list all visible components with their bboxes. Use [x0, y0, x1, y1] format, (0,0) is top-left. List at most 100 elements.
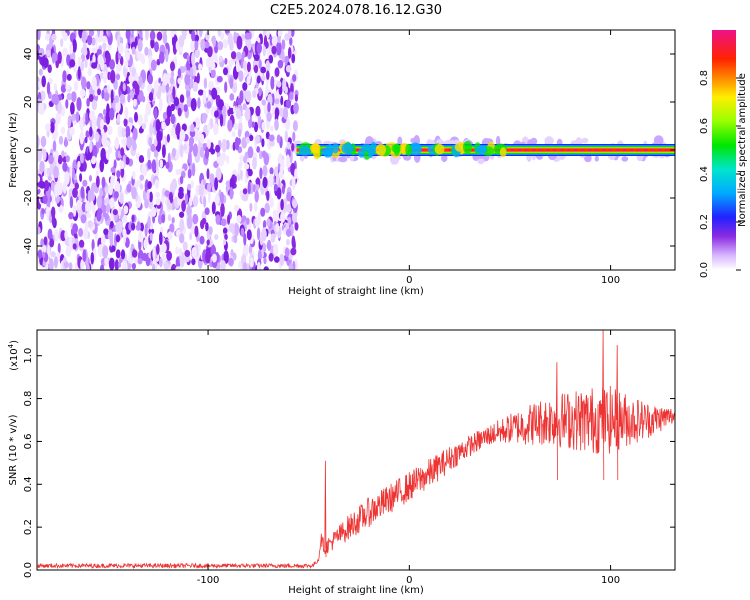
spectrogram-noise-cell	[217, 30, 222, 37]
spectrogram-noise-cell	[144, 46, 149, 56]
spectrogram-noise-cell	[175, 126, 179, 136]
spectrogram-noise-cell	[150, 206, 157, 217]
spectrogram-noise-cell	[102, 245, 109, 259]
spectrogram-noise-cell	[188, 196, 193, 207]
spectrogram-noise-cell	[132, 98, 137, 107]
spectrogram-noise-cell	[161, 243, 167, 253]
spectrogram-noise-cell	[183, 104, 188, 113]
spectrogram-noise-cell	[62, 70, 67, 83]
spectrogram-noise-cell	[189, 67, 194, 78]
spectrogram-noise-cell	[121, 138, 126, 145]
spectrogram-noise-cell	[179, 211, 185, 218]
spectrogram-noise-cell	[107, 229, 114, 241]
spectrogram-noise-cell	[171, 217, 175, 224]
x-tick-label: -100	[197, 575, 220, 586]
spectrogram-noise-cell	[220, 152, 227, 162]
spectrogram-noise-cell	[101, 176, 106, 188]
spectrogram-noise-cell	[225, 103, 230, 110]
signal-band-peak	[636, 149, 641, 151]
y-tick-label: -40	[23, 238, 34, 254]
spectrogram-noise-cell	[97, 244, 104, 258]
spectrogram-noise-cell	[155, 119, 161, 133]
spectrogram-noise-cell	[263, 266, 269, 270]
spectrogram-noise-cell	[131, 186, 137, 200]
spectrogram-noise-cell	[82, 249, 87, 262]
spectrogram-noise-cell	[120, 147, 125, 157]
spectrogram-noise-cell	[167, 231, 173, 240]
spectrogram-noise-cell	[114, 95, 120, 103]
spectrogram-noise-cell	[85, 111, 89, 126]
signal-band-peak	[517, 149, 522, 151]
spectrogram-noise-cell	[57, 154, 63, 165]
y-tick-label: 0.0	[23, 562, 34, 578]
spectrogram-noise-cell	[145, 102, 152, 116]
spectrogram-noise-cell	[38, 100, 44, 114]
spectrogram-noise-cell	[267, 239, 272, 251]
spectrogram-noise-cell	[235, 59, 240, 73]
spectrogram-noise-cell	[184, 193, 188, 206]
x-tick-label: 0	[406, 575, 412, 586]
spectrogram-noise-cell	[246, 229, 252, 241]
spectrogram-noise-cell	[41, 208, 45, 215]
signal-band-peak	[650, 149, 655, 151]
spectrogram-noise-cell	[110, 69, 116, 84]
spectrogram-noise-cell	[114, 259, 119, 270]
spectrogram-halo-cell	[447, 140, 458, 146]
spectrogram-noise-cell	[181, 199, 187, 212]
spectrogram-noise-cell	[263, 152, 270, 166]
spectrogram-noise-cell	[60, 126, 66, 135]
svg-text:(x104): (x104)	[7, 340, 20, 371]
spectrogram-noise-cell	[80, 121, 84, 132]
spectrogram-noise-cell	[69, 126, 75, 136]
spectrogram-noise-cell	[87, 34, 93, 46]
spectrogram-x-label: Height of straight line (km)	[288, 286, 424, 297]
spectrogram-noise-cell	[256, 227, 261, 241]
spectrogram-noise-cell	[154, 179, 160, 189]
spectrogram-noise-cell	[122, 82, 126, 92]
spectrogram-noise-cell	[101, 134, 108, 147]
spectrogram-noise-cell	[60, 38, 64, 47]
spectrogram-noise-cell	[284, 247, 290, 257]
spectrogram-noise-cell	[128, 75, 133, 83]
spectrogram-noise-cell	[193, 128, 199, 142]
spectrogram-noise-cell	[204, 41, 210, 49]
spectrogram-noise-cell	[177, 190, 184, 200]
signal-band-peak	[587, 149, 592, 151]
spectrogram-noise-cell	[41, 75, 46, 88]
spectrogram-noise-cell	[273, 183, 278, 192]
spectrogram-noise-cell	[284, 86, 289, 94]
spectrogram-noise-cell	[262, 220, 267, 230]
spectrogram-noise-cell	[244, 32, 251, 40]
spectrogram-noise-cell	[198, 89, 204, 96]
spectrogram-noise-cell	[273, 166, 279, 177]
spectrogram-noise-cell	[169, 223, 175, 233]
snr-y-ticks: 0.0 0.2 0.4 0.6 0.8 1.0	[23, 348, 675, 578]
spectrogram-noise-cell	[43, 180, 50, 192]
spectrogram-noise-cell	[62, 47, 68, 57]
spectrogram-noise-cell	[43, 236, 48, 246]
spectrogram-noise-cell	[201, 217, 207, 225]
spectrogram-noise-cell	[37, 135, 40, 149]
spectrogram-noise-cell	[207, 123, 211, 132]
spectrogram-noise-cell	[86, 97, 90, 107]
spectrogram-noise-cell	[113, 159, 117, 169]
spectrogram-noise-cell	[291, 176, 296, 190]
spectrogram-noise-cell	[165, 161, 170, 169]
spectrogram-noise-cell	[190, 98, 197, 112]
spectrogram-noise-cell	[159, 159, 164, 169]
spectrogram-noise-cell	[220, 202, 225, 217]
spectrogram-noise-cell	[39, 160, 45, 173]
signal-band-peak	[601, 149, 606, 151]
spectrogram-noise-cell	[170, 30, 175, 38]
spectrogram-noise-cell	[268, 252, 274, 262]
spectrogram-noise-cell	[291, 142, 295, 152]
spectrogram-noise-cell	[187, 183, 192, 191]
spectrogram-noise-cell	[116, 113, 121, 124]
spectrogram-noise-cell	[109, 220, 114, 229]
spectrogram-y-label: Frequency (Hz)	[8, 112, 19, 188]
spectrogram-noise-cell	[206, 101, 212, 109]
spectrogram-noise-cell	[205, 222, 209, 232]
spectrogram-noise-cell	[155, 191, 161, 198]
spectrogram-noise-cell	[189, 129, 196, 138]
spectrogram-noise-cell	[158, 77, 162, 84]
